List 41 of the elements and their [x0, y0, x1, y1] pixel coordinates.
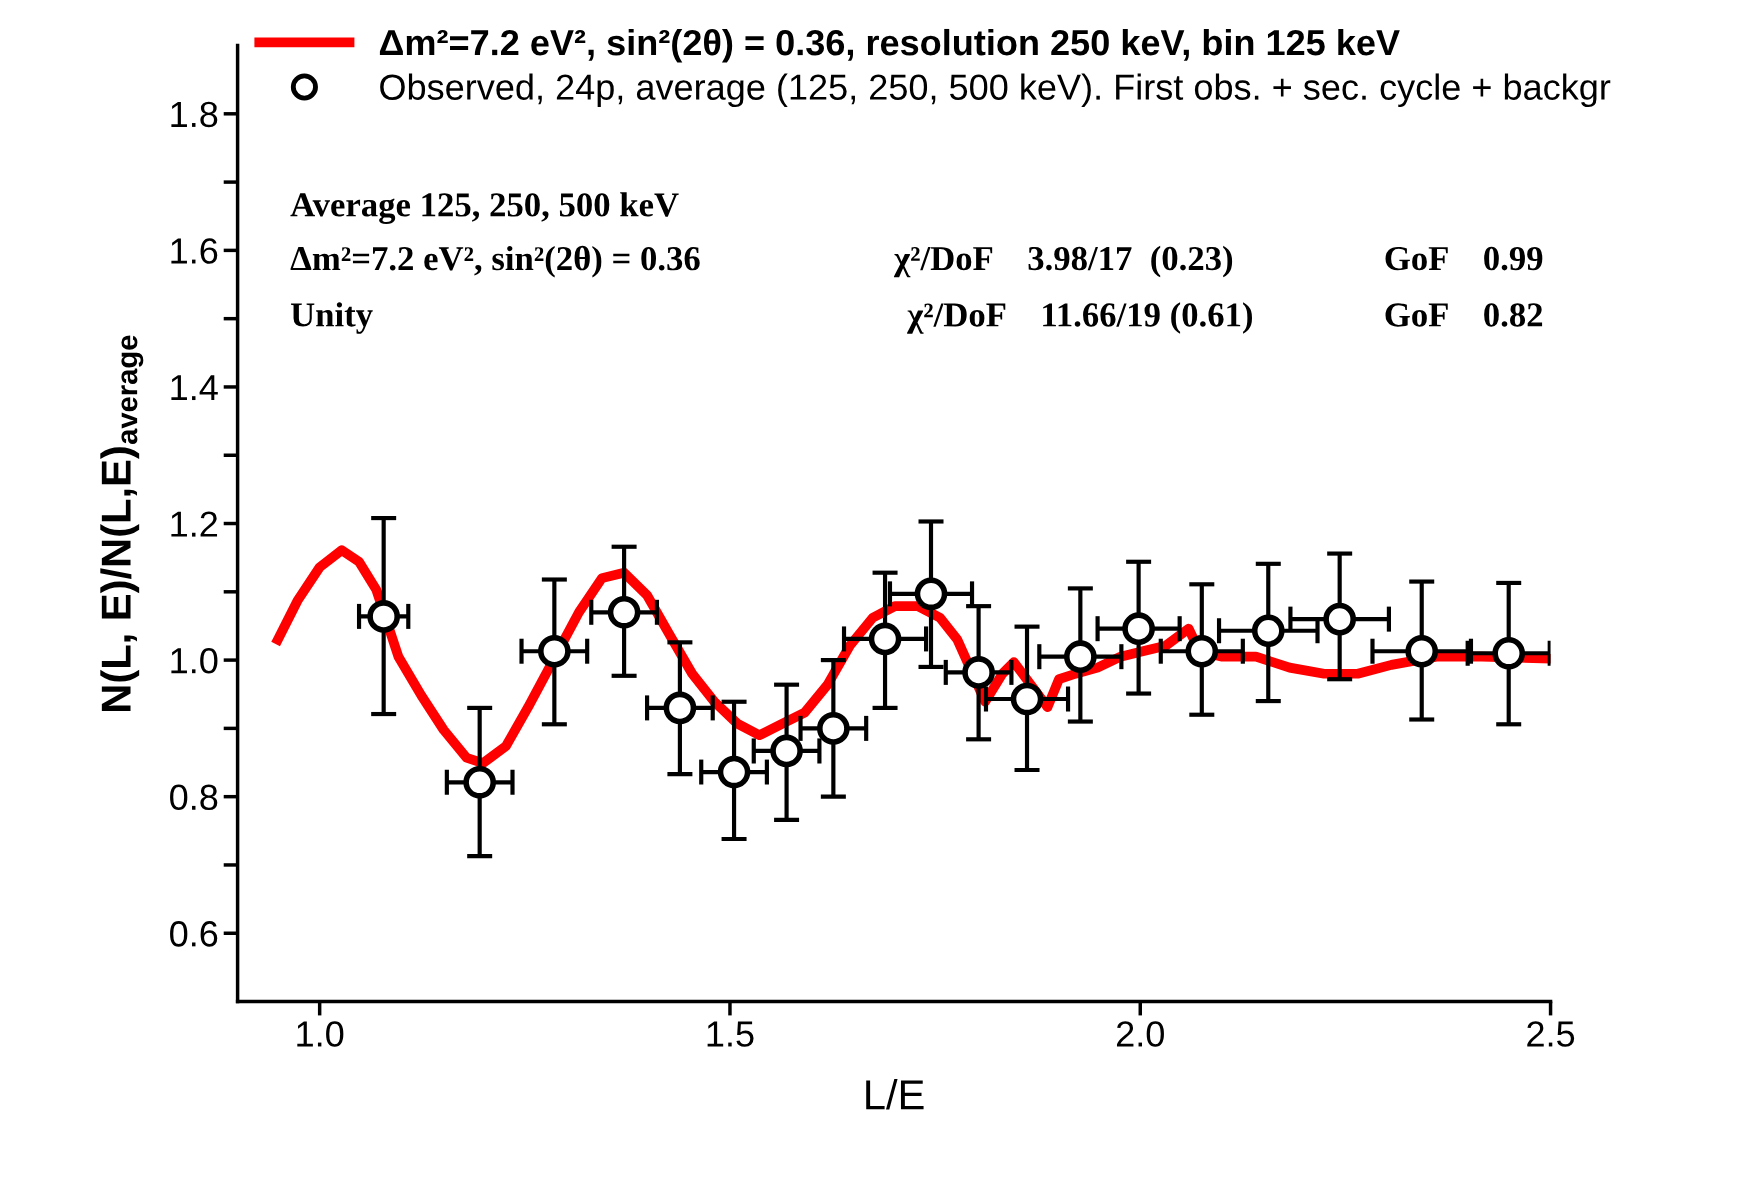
legend-label: Δm²=7.2 eV², sin²(2θ) = 0.36, resolution 250 keV, bin 125 keV: [379, 28, 1400, 63]
point: [1251, 614, 1285, 648]
point: [962, 656, 995, 689]
x-tick-label: 2.0: [1116, 1021, 1164, 1047]
point: [817, 712, 850, 745]
annotation: GoF 0.82: [1385, 303, 1543, 327]
y-tick-label: 0.6: [170, 921, 218, 947]
point: [770, 734, 803, 768]
point: [1064, 640, 1097, 673]
y-tick-label: 1.4: [171, 375, 218, 401]
legend-label: Observed, 24p, average (125, 250, 500 keV). First obs. + sec. cycle + backgr: [380, 73, 1611, 108]
point: [914, 577, 948, 611]
point: [868, 622, 902, 656]
y-axis-title: N(L, E)/N(L,E)$_{average}$: [100, 335, 144, 711]
annotation: χ²/DoF 11.66/19 (0.61): [907, 302, 1252, 334]
point: [1185, 634, 1219, 668]
point: [1122, 612, 1155, 645]
annotation: Unity: [290, 302, 373, 334]
point: [367, 600, 400, 633]
y-tick-label: 1.2: [171, 511, 218, 537]
y-tick-label: 1.6: [171, 238, 218, 264]
x-tick-label: 1.5: [707, 1021, 754, 1047]
x-tick-label: 1.0: [297, 1021, 344, 1047]
point: [1323, 602, 1356, 636]
point: [663, 691, 697, 725]
y-tick-label: 1.0: [171, 647, 218, 674]
annotation: χ²/DoF 3.98/17 (0.23): [893, 245, 1233, 278]
point: [1492, 636, 1526, 670]
point: [717, 755, 751, 789]
point: [1405, 634, 1439, 668]
point: [538, 634, 571, 668]
x-tick-label: 2.5: [1527, 1021, 1575, 1047]
point: [1010, 682, 1044, 716]
annotation: Average 125, 250, 500 keV: [290, 192, 679, 224]
annotation: GoF 0.99: [1385, 246, 1543, 271]
y-tick-label: 1.8: [171, 101, 218, 128]
point: [463, 766, 496, 799]
point: [607, 595, 641, 629]
x-axis-title: L/E: [866, 1078, 924, 1110]
annotation: Δm²=7.2 eV², sin²(2θ) = 0.36: [290, 245, 700, 278]
y-tick-label: 0.8: [170, 784, 218, 811]
